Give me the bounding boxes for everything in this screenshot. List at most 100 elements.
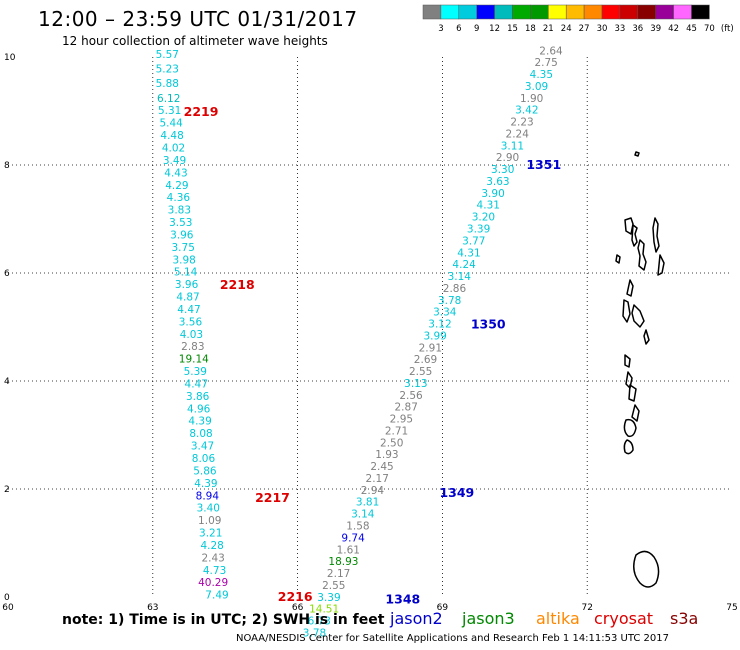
swh-value: 2.64 <box>539 45 563 57</box>
satellite-altika: altika <box>536 609 580 628</box>
satellite-jason3: jason3 <box>462 609 515 628</box>
colorbar-label: 70 <box>704 24 715 34</box>
colorbar-label: (ft) <box>721 24 734 34</box>
colorbar-label: 27 <box>579 24 590 34</box>
swh-value: 3.39 <box>317 592 340 604</box>
lon-tick-label: 69 <box>437 603 449 613</box>
colorbar-label: 39 <box>650 24 661 34</box>
colorbar-label: 21 <box>543 24 554 34</box>
swh-value: 5.86 <box>193 465 217 477</box>
island-outline <box>634 151 640 157</box>
swh-value: 3.90 <box>481 188 504 200</box>
page-title: 12:00 – 23:59 UTC 01/31/2017 <box>38 7 358 31</box>
track-pass-1348: 3.78 1348 <box>303 592 420 640</box>
track-pass-1351: 2.642.754.353.091.903.422.232.243.112.90… <box>448 45 563 283</box>
track-pass-2218: 5.143.964.874.473.564.032.8319.145.394.4… <box>174 267 255 490</box>
colorbar-swatch <box>548 4 567 20</box>
lon-tick-label: 60 <box>2 603 14 613</box>
colorbar-swatch <box>655 4 674 20</box>
colorbar-label: 30 <box>597 24 608 34</box>
altimeter-tracks: 5.57 5.23 5.88 6.125.315.444.484.023.494.43… <box>156 45 563 639</box>
swh-value: 3.98 <box>172 254 195 266</box>
swh-value: 2.17 <box>327 568 350 580</box>
swh-value: 2.50 <box>380 437 403 449</box>
swh-value: 3.34 <box>433 307 457 319</box>
colorbar-label: 9 <box>474 24 479 34</box>
swh-value: 3.96 <box>175 279 199 291</box>
island-outline <box>631 224 638 247</box>
swh-value: 3.47 <box>191 441 214 453</box>
swh-value: 2.91 <box>419 342 442 354</box>
swh-value: 3.42 <box>515 105 538 117</box>
swh-value: 4.29 <box>165 180 188 192</box>
colorbar-swatch <box>583 4 603 20</box>
colorbar-label: 18 <box>525 24 536 34</box>
colorbar-label: 6 <box>456 24 461 34</box>
track-pass-2219: 5.57 5.23 5.88 6.125.315.444.484.023.494.43… <box>156 49 219 266</box>
colorbar-swatch <box>476 4 495 20</box>
page-subtitle: 12 hour collection of altimeter wave hei… <box>62 34 328 48</box>
swh-value: 2.83 <box>181 341 204 353</box>
units-note: note: 1) Time is in UTC; 2) SWH is in fe… <box>62 612 385 628</box>
colorbar-swatch <box>512 4 531 20</box>
swh-value: 4.36 <box>167 192 191 204</box>
swh-value: 19.14 <box>179 354 209 366</box>
lat-tick-label: 8 <box>4 161 10 171</box>
swh-value: 4.31 <box>457 247 480 259</box>
swh-value: 5.31 <box>158 105 181 117</box>
swh-value: 4.24 <box>452 259 476 271</box>
swh-value: 4.47 <box>185 378 208 390</box>
track-pass-2216: 7.49 2216 <box>205 589 313 604</box>
swh-value: 1.58 <box>346 521 369 533</box>
colorbar-swatch <box>440 4 460 20</box>
island-outline <box>628 384 637 402</box>
swh-value: 3.14 <box>351 509 375 521</box>
swh-value: 18.93 <box>328 556 358 568</box>
swh-value: 4.03 <box>180 329 203 341</box>
lat-tick-label: 0 <box>4 593 10 603</box>
swh-value: 3.75 <box>172 242 195 254</box>
island-outline <box>631 404 640 422</box>
swh-value: 1.09 <box>198 515 221 527</box>
pass-number-label: 2217 <box>255 490 290 505</box>
swh-value: 3.86 <box>186 391 210 403</box>
swh-value: 6.12 <box>157 93 180 105</box>
colorbar-swatch <box>673 4 692 20</box>
pass-number-label: 2216 <box>278 589 313 604</box>
swh-value: 4.43 <box>164 167 187 179</box>
swh-value: 6.73 <box>308 616 331 628</box>
swh-value: 2.95 <box>390 414 413 426</box>
island-outline <box>624 354 631 368</box>
swh-value: 3.40 <box>197 503 220 515</box>
swh-value: 3.56 <box>179 316 203 328</box>
lat-tick-label: 6 <box>4 269 10 279</box>
swh-value: 4.31 <box>477 200 500 212</box>
lat-tick-label: 4 <box>4 377 10 387</box>
swh-value: 4.28 <box>200 540 223 552</box>
island-outline <box>643 329 650 345</box>
colorbar-swatch <box>565 4 585 20</box>
satellite-s3a: s3a <box>670 609 699 628</box>
swh-value: 2.87 <box>395 402 418 414</box>
lat-tick-label: 2 <box>4 485 10 495</box>
colorbar-legend: 3 6 9 12 15 18 21 24 27 30 33 36 39 42 45 70 (ft) <box>422 4 734 34</box>
swh-value: 2.17 <box>366 473 389 485</box>
swh-value: 9.74 <box>341 532 365 544</box>
swh-value: 40.29 <box>198 577 228 589</box>
swh-value: 2.56 <box>399 390 423 402</box>
credit-line: NOAA/NESDIS Center for Satellite Applica… <box>236 633 669 644</box>
swh-value: 2.69 <box>414 354 437 366</box>
swh-value: 3.81 <box>356 497 379 509</box>
swh-value: 3.12 <box>428 319 451 331</box>
swh-value: 8.06 <box>192 453 216 465</box>
swh-value: 3.39 <box>467 224 490 236</box>
colorbar-swatch <box>458 4 477 20</box>
swh-value: 2.90 <box>496 152 519 164</box>
swh-value: 8.94 <box>196 490 220 502</box>
track-pass-1350: 2.863.783.343.123.992.912.692.553.132.56… <box>356 283 506 509</box>
swh-value: 14.51 <box>309 604 339 616</box>
swh-value: 3.83 <box>168 205 191 217</box>
swh-value: 3.78 <box>438 295 461 307</box>
track-pass-1349: 3.141.589.741.6118.932.172.553.3914.516.… <box>308 485 475 628</box>
